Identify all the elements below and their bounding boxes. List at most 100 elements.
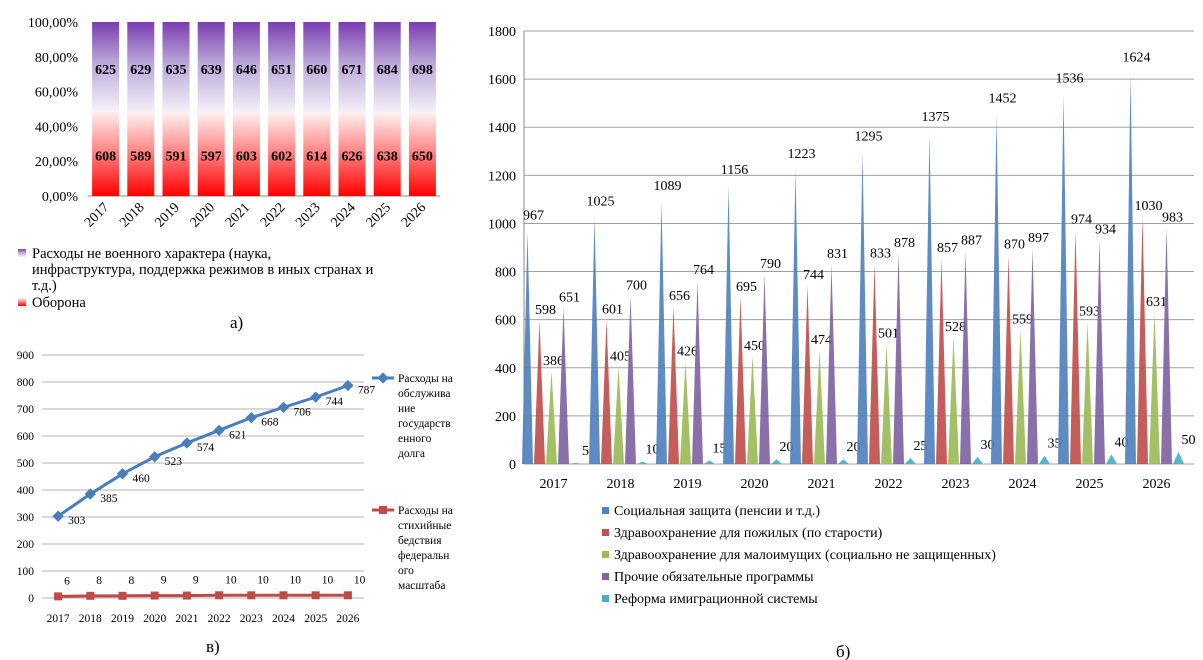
chart-v-point-disasters xyxy=(215,591,224,600)
chart-b-bar xyxy=(814,349,825,464)
chart-a-ytick-label: 60,00% xyxy=(35,86,79,101)
chart-a-xtick-label: 2024 xyxy=(328,200,358,230)
chart-b-bar xyxy=(534,320,545,464)
chart-b-legend-label: Прочие обязательные программы xyxy=(614,570,814,585)
chart-b-bar xyxy=(613,366,624,464)
chart-v-point-disasters xyxy=(118,591,127,600)
chart-b-bar xyxy=(1015,329,1026,464)
chart-a-bar-nonmilitary xyxy=(92,22,120,111)
chart-v-data-label: 523 xyxy=(165,456,183,468)
chart-a-bar-nonmilitary xyxy=(303,22,331,113)
chart-v-legend-label: масштаба xyxy=(398,580,446,592)
chart-b-data-label: 1223 xyxy=(788,147,816,162)
chart-b-bar xyxy=(656,202,667,464)
chart-v-legend-label: Расходы на xyxy=(398,505,453,517)
chart-b-data-label: 887 xyxy=(961,234,982,249)
chart-a-xtick-label: 2019 xyxy=(152,200,182,230)
chart-b-xtick-label: 2017 xyxy=(540,477,568,492)
chart-a-bar-oborona xyxy=(162,112,190,196)
chart-a-bar-oborona xyxy=(373,112,401,196)
chart-b-bar xyxy=(1082,321,1093,464)
chart-v-data-label: 303 xyxy=(68,515,86,527)
chart-a-bar-nonmilitary xyxy=(373,22,401,113)
chart-b-bar xyxy=(558,307,569,464)
chart-b-data-label: 386 xyxy=(543,354,564,369)
chart-b-bar xyxy=(1070,229,1081,464)
chart-b-legend-swatch xyxy=(602,507,609,514)
chart-b-data-label: 967 xyxy=(523,208,544,223)
chart-v-xtick-label: 2019 xyxy=(111,613,134,625)
chart-b-legend-label: Здравоохранение для пожилых (по старости… xyxy=(614,526,883,541)
chart-b-data-label: 651 xyxy=(559,290,580,305)
chart-v-data-label: 621 xyxy=(229,429,247,441)
chart-a-bar-oborona xyxy=(408,112,436,196)
chart-v-data-label: 10 xyxy=(257,574,269,586)
chart-a-bar-nonmilitary xyxy=(408,22,436,113)
chart-v-ytick-label: 700 xyxy=(17,404,35,416)
chart-b-data-label: 744 xyxy=(803,268,824,283)
chart-b-bar xyxy=(924,133,935,464)
chart-v-ytick-label: 800 xyxy=(17,377,35,389)
chart-b-bar xyxy=(1125,73,1136,465)
chart-v-data-label: 744 xyxy=(326,396,344,408)
chart-b-bar xyxy=(936,257,947,464)
chart-v-point-debt xyxy=(149,451,161,463)
chart-b-data-label: 1536 xyxy=(1056,72,1084,87)
chart-b-data-label: 1375 xyxy=(922,110,950,125)
chart-b-bar xyxy=(802,285,813,464)
chart-v-ytick-label: 600 xyxy=(17,431,35,443)
chart-b-data-label: 40 xyxy=(1115,435,1129,450)
chart-v-legend-label: Расходы на xyxy=(398,373,453,385)
chart-b-legend-swatch xyxy=(602,529,609,536)
panel-label-b: б) xyxy=(836,642,850,660)
chart-b-bar xyxy=(790,169,801,465)
chart-a-xtick-label: 2020 xyxy=(188,200,218,230)
chart-v-point-disasters xyxy=(311,591,320,600)
chart-b-data-label: 974 xyxy=(1071,213,1092,228)
chart-b-bar xyxy=(991,114,1002,465)
chart-v-data-label: 385 xyxy=(100,493,118,505)
chart-v-data-label: 9 xyxy=(161,575,167,587)
chart-b-bar xyxy=(625,295,636,464)
chart-b-data-label: 1452 xyxy=(989,92,1017,107)
chart-b-data-label: 30 xyxy=(981,438,995,453)
chart-v-data-label: 10 xyxy=(225,574,237,586)
chart-v-data-label: 8 xyxy=(96,575,102,587)
chart-a-bar-nonmilitary xyxy=(338,22,366,113)
chart-a-xtick-label: 2026 xyxy=(399,200,429,230)
chart-b-bar xyxy=(1173,451,1184,464)
chart-b-data-label: 983 xyxy=(1162,211,1183,226)
chart-v-point-disasters xyxy=(86,591,95,600)
chart-v-xtick-label: 2024 xyxy=(272,613,295,625)
chart-b-bar xyxy=(735,296,746,464)
chart-b-data-label: 1624 xyxy=(1123,50,1151,65)
chart-v-point-debt xyxy=(213,424,225,436)
chart-b-data-label: 897 xyxy=(1028,231,1049,246)
chart-a-ytick-label: 0,00% xyxy=(42,190,79,205)
chart-v-legend-marker xyxy=(377,372,389,384)
chart-b-data-label: 450 xyxy=(744,339,765,354)
chart-a-bar-oborona xyxy=(197,111,225,196)
chart-b-bar xyxy=(704,460,715,464)
chart-v-ytick-label: 200 xyxy=(17,539,35,551)
chart-v-point-debt xyxy=(245,411,257,424)
chart-a-legend-label: инфраструктура, поддержка режимов в иных… xyxy=(32,262,374,278)
chart-a-bar-oborona xyxy=(338,112,366,196)
chart-b-data-label: 474 xyxy=(811,333,832,348)
chart-b-data-label: 831 xyxy=(827,247,848,262)
chart-a-data-label-oborona: 650 xyxy=(412,150,433,165)
chart-b-bar xyxy=(771,459,782,464)
chart-v-data-label: 668 xyxy=(261,417,279,429)
chart-a-xtick-label: 2018 xyxy=(117,200,147,230)
chart-b-legend-label: Здравоохранение для малоимущих (социальн… xyxy=(614,548,996,563)
chart-b-xtick-label: 2024 xyxy=(1009,477,1037,492)
chart-b-legend-swatch xyxy=(602,573,609,580)
chart-v-point-debt xyxy=(310,391,322,403)
chart-b-expenditure-bars: 0200400600800100012001400160018009675983… xyxy=(488,25,1196,607)
chart-b-data-label: 405 xyxy=(610,350,631,365)
chart-b-data-label: 878 xyxy=(894,236,915,251)
chart-a-data-label-oborona: 603 xyxy=(236,150,257,165)
chart-b-xtick-label: 2023 xyxy=(942,477,970,492)
chart-b-bar xyxy=(972,456,983,464)
chart-v-ytick-label: 0 xyxy=(28,593,34,605)
